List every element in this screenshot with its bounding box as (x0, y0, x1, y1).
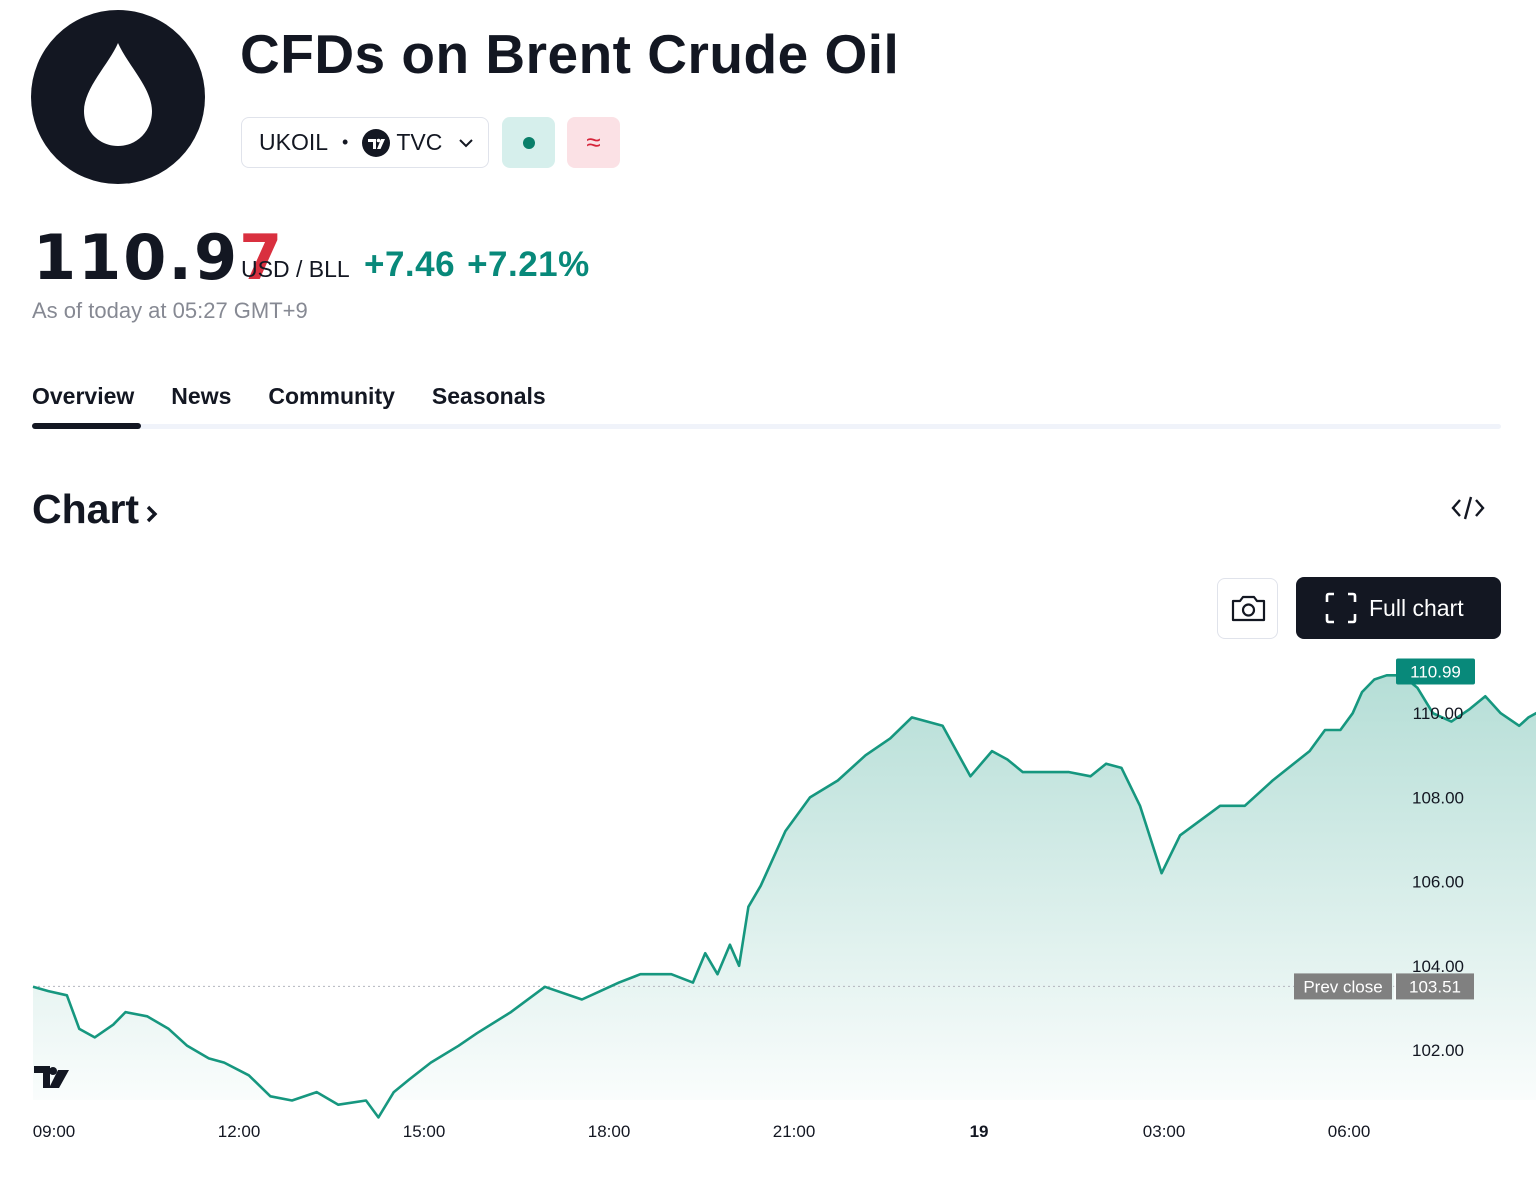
chart-section-title: Chart (32, 486, 140, 532)
market-open-dot-icon (522, 136, 535, 149)
last-price-label: 110.99 (1396, 658, 1475, 685)
price-currency: USD / BLL (241, 256, 350, 282)
exchange-logo-icon (362, 128, 391, 157)
change-absolute: +7.46 (364, 245, 456, 284)
delayed-data-icon: ≈ (586, 127, 601, 157)
price-change: +7.46 +7.21% (364, 245, 602, 285)
y-tick-label: 110.00 (1413, 704, 1464, 723)
fullscreen-icon (1325, 592, 1357, 624)
y-tick-label: 108.00 (1412, 788, 1464, 807)
tab-overview[interactable]: Overview (32, 383, 135, 409)
full-chart-button[interactable]: Full chart (1296, 577, 1501, 639)
chart-section-link[interactable]: Chart (32, 486, 161, 533)
x-tick-label: 09:00 (33, 1122, 76, 1141)
prev-close-value: 103.51 (1409, 977, 1461, 996)
x-tick-label: 06:00 (1328, 1122, 1371, 1141)
tradingview-logo-dot (49, 1067, 57, 1075)
chevron-down-icon (459, 138, 474, 147)
embed-code-icon[interactable] (1450, 493, 1486, 523)
y-axis: 110.00 108.00 106.00 104.00 102.00 (1412, 704, 1464, 1060)
price-main: 110.9 (33, 221, 240, 294)
brent-oil-logo (31, 10, 205, 184)
change-percent: +7.21% (467, 245, 590, 284)
x-tick-label: 18:00 (588, 1122, 631, 1141)
x-tick-label: 03:00 (1143, 1122, 1186, 1141)
last-price-value: 110.99 (1410, 662, 1461, 681)
x-tick-label: 19 (970, 1122, 989, 1141)
y-tick-label: 104.00 (1412, 957, 1464, 976)
tab-news[interactable]: News (171, 383, 232, 409)
active-tab-indicator (32, 423, 141, 429)
page-title: CFDs on Brent Crude Oil (240, 23, 900, 85)
tradingview-logo-icon (34, 1066, 69, 1088)
tabs-divider (32, 424, 1501, 429)
prev-close-label: Prev close 103.51 (1294, 973, 1474, 1000)
last-price: 110.97 (33, 221, 284, 294)
price-area-fill (33, 675, 1536, 1118)
full-chart-label: Full chart (1369, 594, 1464, 621)
exchange-name: TVC (396, 129, 443, 155)
tab-community[interactable]: Community (268, 383, 395, 409)
chevron-right-icon (146, 505, 158, 523)
x-axis: 09:00 12:00 15:00 18:00 21:00 19 03:00 06:00 (33, 1122, 1371, 1141)
screenshot-button[interactable] (1217, 578, 1278, 639)
x-tick-label: 12:00 (218, 1122, 261, 1141)
tab-seasonals[interactable]: Seasonals (431, 383, 546, 409)
y-tick-label: 102.00 (1412, 1041, 1464, 1060)
camera-icon (1231, 595, 1266, 622)
separator-dot: • (342, 132, 349, 152)
symbol-ticker: UKOIL (259, 129, 329, 155)
x-tick-label: 15:00 (403, 1122, 446, 1141)
x-tick-label: 21:00 (773, 1122, 816, 1141)
page-tabs: Overview News Community Seasonals (32, 383, 583, 410)
price-last-digit: 7 (239, 221, 285, 294)
symbol-selector[interactable]: UKOIL • TVC (241, 117, 489, 168)
price-series-line (32, 674, 1536, 1119)
oil-drop-icon (84, 43, 152, 146)
tradingview-watermark (34, 1066, 69, 1088)
y-tick-label: 106.00 (1412, 873, 1464, 892)
quote-timestamp: As of today at 05:27 GMT+9 (32, 298, 308, 323)
prev-close-title: Prev close (1303, 977, 1382, 996)
delayed-data-badge[interactable]: ≈ (567, 117, 620, 168)
market-status-badge[interactable] (502, 117, 555, 168)
price-chart[interactable]: 110.00 108.00 106.00 104.00 102.00 09:00 12:0… (0, 650, 1536, 1170)
